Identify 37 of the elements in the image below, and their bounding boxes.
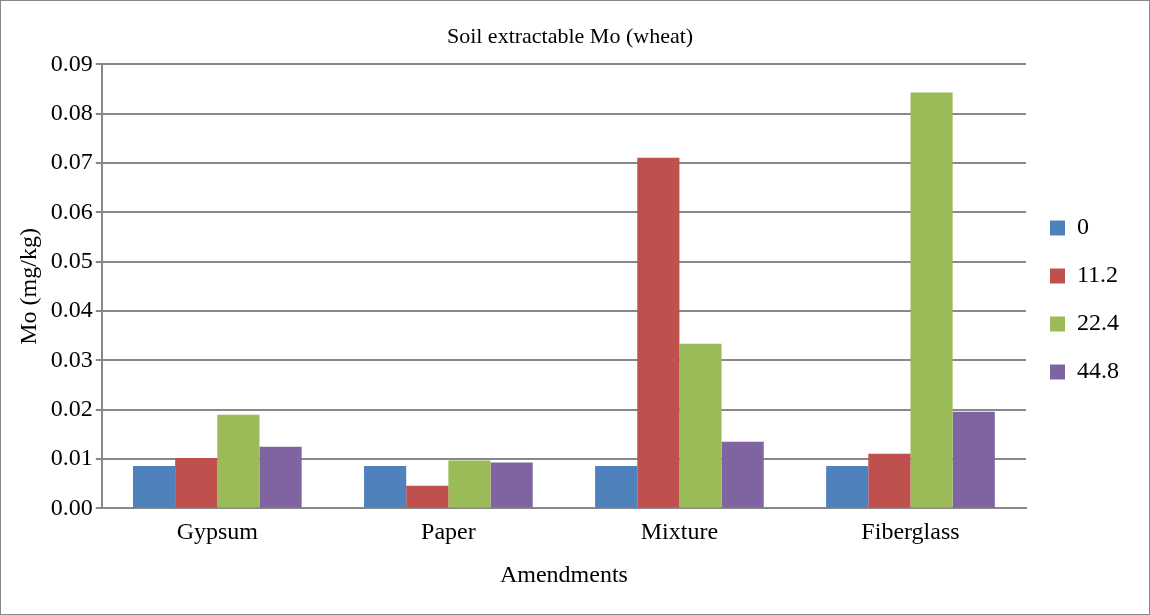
x-tick-label: Mixture — [640, 518, 719, 545]
legend-label: 0 — [1077, 213, 1089, 240]
bar — [490, 462, 533, 508]
x-tick-label: Fiberglass — [861, 518, 960, 545]
bar — [217, 414, 260, 508]
y-tick-label: 0.01 — [50, 444, 93, 471]
bar — [364, 465, 407, 508]
bar — [679, 343, 722, 508]
bar — [595, 465, 638, 508]
y-axis-title: Mo (mg/kg) — [14, 228, 41, 345]
bar — [868, 453, 911, 508]
y-tick-label: 0.03 — [50, 345, 93, 372]
bar — [132, 465, 176, 508]
bar — [259, 446, 302, 508]
legend-label: 44.8 — [1077, 357, 1119, 384]
bar — [721, 441, 764, 508]
bar — [175, 458, 218, 508]
y-tick-label: 0.07 — [50, 148, 93, 175]
y-tick-label: 0.05 — [50, 247, 93, 274]
x-axis-title: Amendments — [499, 560, 628, 587]
y-tick-label: 0.02 — [50, 395, 93, 422]
bar — [448, 460, 491, 508]
bar — [406, 485, 449, 508]
y-tick-label: 0.09 — [50, 49, 93, 76]
bar — [910, 92, 953, 508]
y-tick-label: 0.06 — [50, 197, 93, 224]
y-tick-label: 0.00 — [50, 493, 93, 520]
x-tick-label: Paper — [421, 518, 476, 545]
y-tick-label: 0.04 — [50, 296, 93, 323]
x-tick-label: Gypsum — [176, 518, 259, 545]
chart-title: Soil extractable Mo (wheat) — [446, 22, 694, 48]
bar — [826, 465, 869, 508]
legend-label: 22.4 — [1077, 309, 1119, 336]
bar — [637, 157, 680, 508]
y-tick-label: 0.08 — [50, 99, 93, 126]
bar — [952, 411, 995, 508]
legend-label: 11.2 — [1077, 261, 1119, 288]
